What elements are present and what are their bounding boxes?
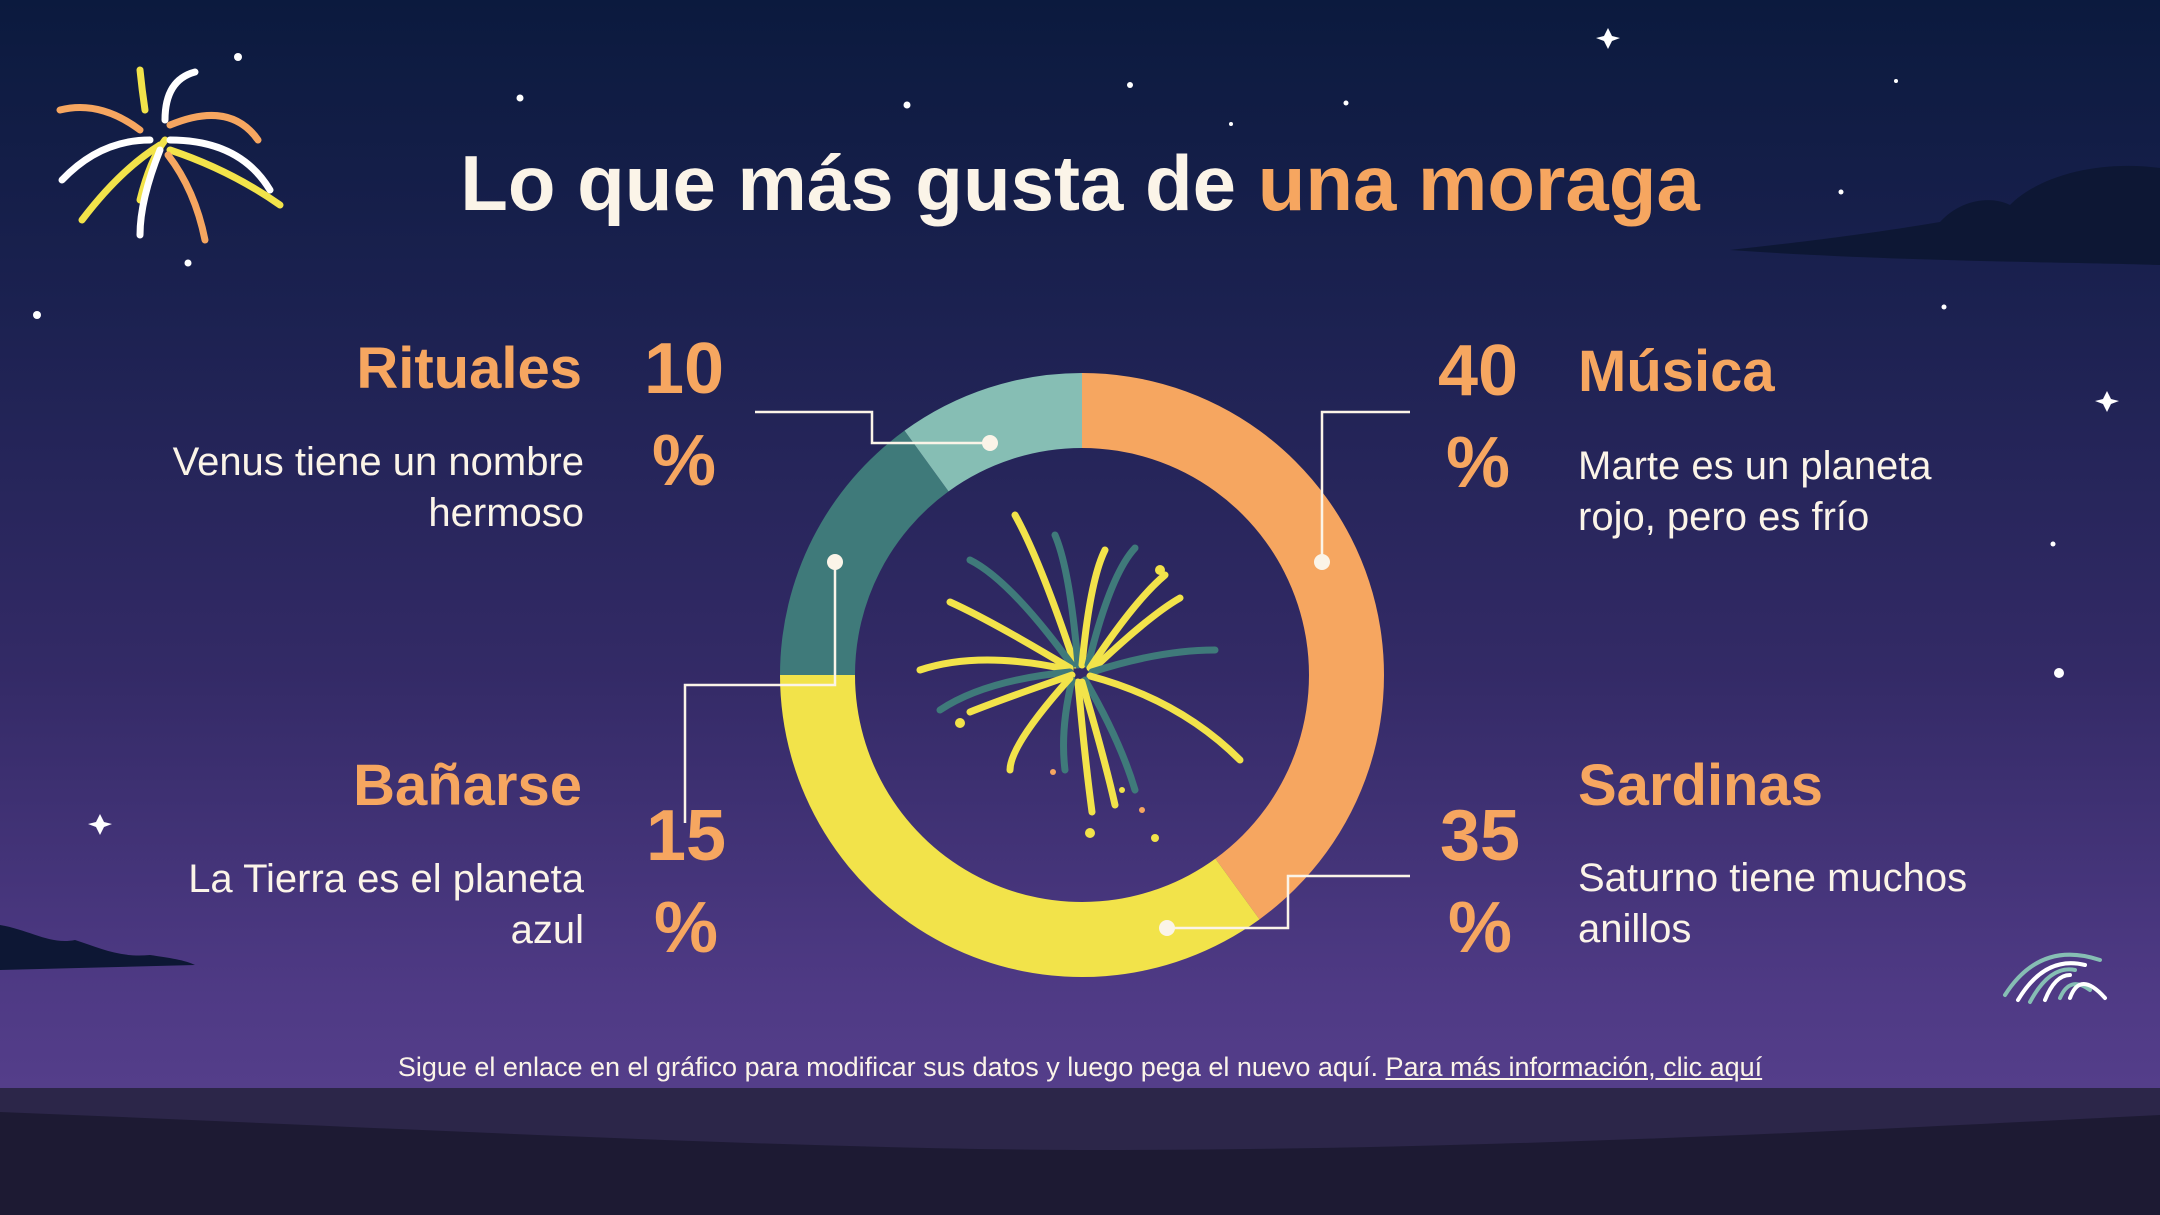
percent-unit: % (1445, 423, 1511, 503)
segment-label-rituales: Rituales (356, 336, 582, 401)
leader-dot (1314, 554, 1330, 570)
segment-description-sardinas: Saturno tiene muchos anillos (1578, 856, 1968, 951)
segment-percent-musica: 40% (1418, 325, 1538, 509)
segment-description-banarse: La Tierra es el planeta azul (188, 857, 584, 952)
percent-value: 40 (1437, 331, 1519, 411)
leader-dot (827, 554, 843, 570)
footer-note: Sigue el enlace en el gráfico para modif… (0, 1052, 2160, 1083)
more-info-link[interactable]: Para más información, clic aquí (1385, 1052, 1763, 1082)
leader-dot (982, 435, 998, 451)
segment-percent-banarse: 15% (626, 790, 746, 974)
percent-unit: % (653, 888, 719, 968)
leader-dot (1159, 920, 1175, 936)
percent-value: 10 (643, 329, 725, 409)
segment-percent-rituales: 10% (624, 323, 744, 507)
title-main: Lo que más gusta de (460, 139, 1258, 227)
star-icon (1229, 122, 1233, 126)
sparkle-icon (2095, 391, 2119, 412)
leader-line-banarse (683, 562, 837, 823)
sparkle-icon (1596, 28, 1620, 49)
center-firework-icon (916, 511, 1244, 816)
star-icon (1941, 304, 1947, 310)
donut-slice-musica[interactable] (1082, 373, 1384, 920)
segment-percent-sardinas: 35% (1420, 790, 1540, 974)
donut-slice-rituales[interactable] (904, 373, 1082, 492)
segment-label-musica: Música (1578, 339, 1775, 404)
cloud-shape (1730, 165, 2160, 265)
percent-value: 15 (645, 796, 727, 876)
sparkle-icon (88, 814, 112, 835)
leader-line-rituales (755, 410, 990, 445)
donut-slice-sardinas[interactable] (780, 675, 1260, 977)
star-icon (33, 311, 41, 319)
segment-label-sardinas: Sardinas (1578, 753, 1823, 818)
segment-description-musica: Marte es un planeta rojo, pero es frío (1578, 444, 1932, 539)
percent-unit: % (651, 421, 717, 501)
star-icon (2050, 541, 2056, 547)
star-icon (2054, 668, 2064, 678)
star-icon (1343, 100, 1349, 106)
segment-label-banarse: Bañarse (353, 753, 582, 818)
percent-unit: % (1447, 888, 1513, 968)
star-icon (1838, 189, 1844, 195)
percent-value: 35 (1439, 796, 1521, 876)
cloud-shape (0, 925, 195, 970)
segment-description-rituales: Venus tiene un nombre hermoso (172, 440, 584, 535)
title-highlight: una moraga (1257, 139, 1700, 227)
ground-shape (0, 1112, 2160, 1215)
star-icon (903, 101, 911, 109)
star-icon (516, 94, 524, 102)
star-icon (234, 53, 242, 61)
footer-text: Sigue el enlace en el gráfico para modif… (397, 1052, 1386, 1082)
leader-line-musica (1320, 410, 1410, 562)
star-icon (1894, 79, 1898, 83)
leader-line-sardinas (1167, 874, 1410, 930)
page-title: Lo que más gusta de una moraga (0, 138, 2160, 229)
star-icon (184, 259, 192, 267)
star-icon (1127, 82, 1133, 88)
donut-slice-banarse[interactable] (780, 430, 949, 675)
